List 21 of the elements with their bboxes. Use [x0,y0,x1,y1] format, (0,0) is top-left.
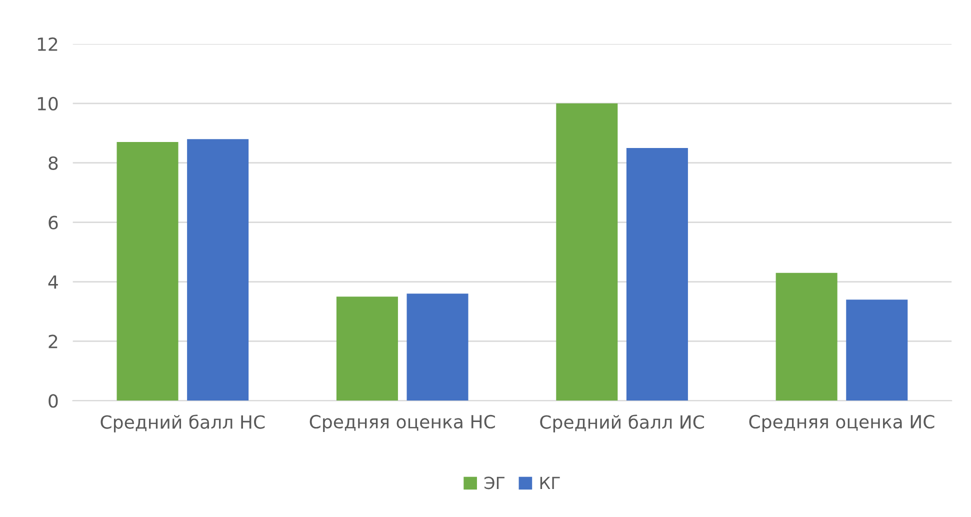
x-tick-label: Средняя оценка НС [310,414,495,432]
bar [406,294,468,401]
y-tick-label: 8 [48,156,58,170]
bar [336,296,398,401]
bar [776,272,838,401]
legend-label: КГ [540,476,560,489]
y-tick-label: 0 [48,394,58,408]
y-tick-label: 10 [38,96,58,111]
bar [626,148,688,401]
x-tick-label: Средний балл ИС [540,414,704,432]
y-tick-label: 2 [48,334,58,348]
x-tick-label: Средняя оценка ИС [749,414,934,432]
x-tick-label: Средний балл НС [100,414,265,432]
bar [556,103,618,401]
y-tick-label: 4 [48,275,58,289]
bar [116,142,178,401]
bar [846,300,908,401]
y-tick-label: 6 [48,216,58,230]
legend-label: ЭГ [484,476,504,490]
bar [187,139,249,401]
y-tick-label: 12 [38,37,58,51]
